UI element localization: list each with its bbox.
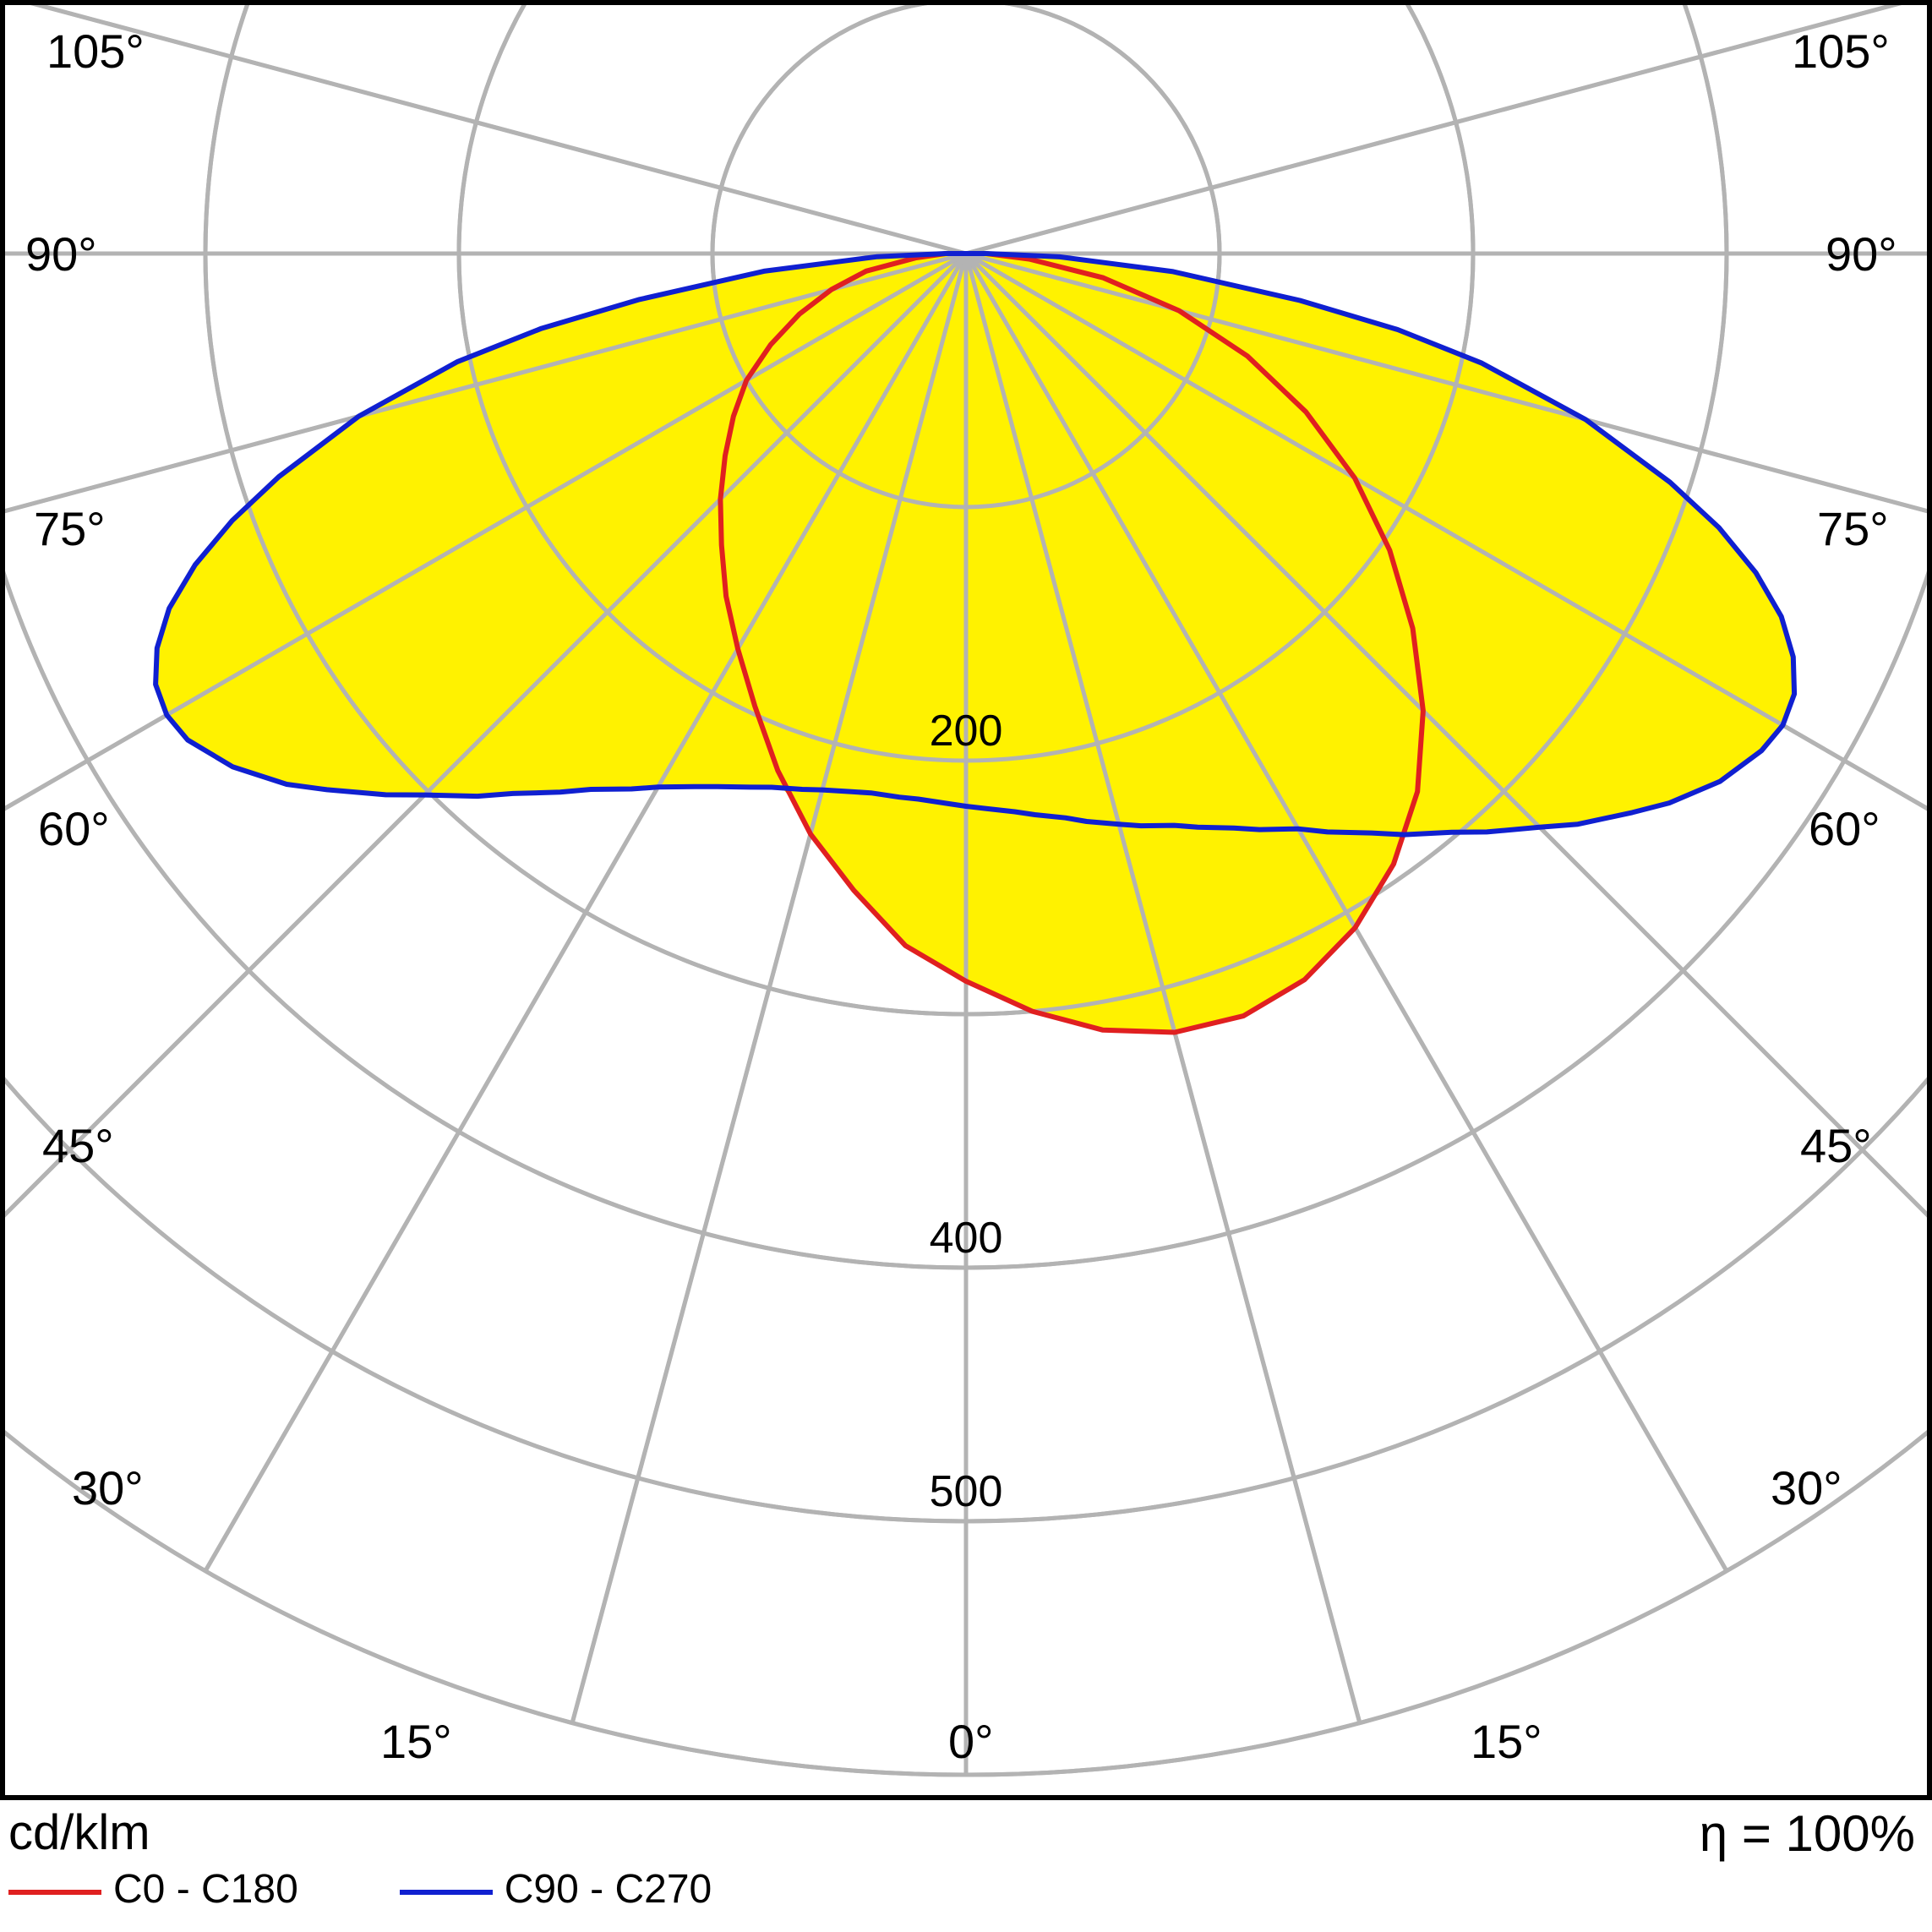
angle-label: 75° bbox=[34, 502, 106, 555]
eta-label: η = 100% bbox=[1700, 1804, 1915, 1863]
radial-tick-label: 400 bbox=[930, 1214, 1003, 1263]
legend-label-c0: C0 - C180 bbox=[113, 1866, 298, 1913]
radial-tick-label: 200 bbox=[930, 707, 1003, 756]
angle-label: 45° bbox=[42, 1119, 114, 1172]
legend-swatch-c0 bbox=[8, 1890, 101, 1895]
polar-chart: 200 400 500 105° 90° 75° 60° 45° 30° 15° 0° 105° 90°… bbox=[0, 0, 1932, 1932]
unit-label: cd/klm bbox=[8, 1804, 712, 1861]
angle-label: 15° bbox=[1471, 1715, 1542, 1768]
angle-label: 15° bbox=[380, 1715, 452, 1768]
angle-label: 45° bbox=[1800, 1119, 1872, 1172]
angle-label: 30° bbox=[72, 1461, 144, 1514]
legend-swatch-c90 bbox=[400, 1890, 493, 1895]
fill-region bbox=[156, 254, 1794, 1033]
angle-label: 90° bbox=[1826, 227, 1897, 281]
angle-label: 105° bbox=[46, 25, 145, 78]
angle-label: 0° bbox=[948, 1715, 994, 1768]
angle-label: 90° bbox=[25, 227, 97, 281]
angle-label: 75° bbox=[1817, 502, 1889, 555]
radial-tick-label: 500 bbox=[930, 1467, 1003, 1516]
legend-label-c90: C90 - C270 bbox=[505, 1866, 712, 1913]
angle-label: 60° bbox=[1809, 802, 1880, 855]
angle-label: 30° bbox=[1771, 1461, 1842, 1514]
angle-label: 105° bbox=[1792, 25, 1890, 78]
angle-label: 60° bbox=[38, 802, 110, 855]
